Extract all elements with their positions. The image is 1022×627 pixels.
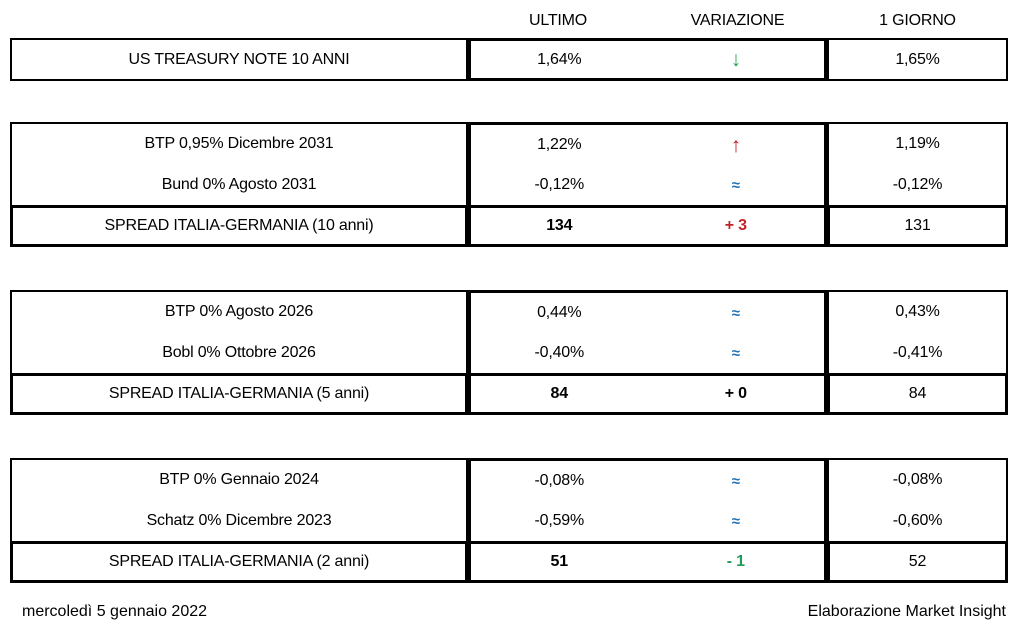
labels-box: BTP 0,95% Dicembre 2031 Bund 0% Agosto 2… xyxy=(10,122,468,205)
spread-ultimo-value: 134 xyxy=(546,217,573,234)
table-row: 1,22% ↑ xyxy=(471,125,824,165)
table-row: -0,08% ≈ xyxy=(471,461,824,501)
spread-label: SPREAD ITALIA-GERMANIA (5 anni) xyxy=(10,373,468,415)
ultimo-value: 0,44% xyxy=(537,304,582,321)
giorno-value: -0,08% xyxy=(892,471,943,489)
trend-flat-icon: ≈ xyxy=(731,176,740,194)
us-treasury-row: US TREASURY NOTE 10 ANNI 1,64% ↓ 1,65% xyxy=(10,38,1008,81)
spread-ultimo-value: 84 xyxy=(550,385,569,402)
giorno-box: 0,43% -0,41% xyxy=(827,290,1008,373)
trend-down-icon: ↓ xyxy=(730,48,742,71)
bond-group-5y: BTP 0% Agosto 2026 Bobl 0% Ottobre 2026 … xyxy=(10,290,1008,415)
table-row: 0,44% ≈ xyxy=(471,293,824,333)
instrument-label: Schatz 0% Dicembre 2023 xyxy=(146,511,332,529)
values-box: -0,08% ≈ -0,59% ≈ 51 - 1 xyxy=(468,458,827,583)
instrument-label: BTP 0% Gennaio 2024 xyxy=(159,471,319,489)
spread-giorno-value: 84 xyxy=(827,373,1008,415)
instrument-label: BTP 0,95% Dicembre 2031 xyxy=(144,135,334,153)
giorno-value: 1,19% xyxy=(895,135,940,153)
spread-row: 134 + 3 xyxy=(471,205,824,244)
values-box: 0,44% ≈ -0,40% ≈ 84 + 0 xyxy=(468,290,827,415)
spread-label: SPREAD ITALIA-GERMANIA (2 anni) xyxy=(10,541,468,583)
trend-flat-icon: ≈ xyxy=(731,512,740,530)
instrument-label: US TREASURY NOTE 10 ANNI xyxy=(10,38,468,81)
table-row: -0,59% ≈ xyxy=(471,501,824,541)
report-credit: Elaborazione Market Insight xyxy=(807,603,1006,620)
ultimo-value: -0,40% xyxy=(534,344,585,361)
column-headers: ULTIMO VARIAZIONE 1 GIORNO xyxy=(10,6,1008,36)
values-box: 1,22% ↑ -0,12% ≈ 134 + 3 xyxy=(468,122,827,247)
trend-flat-icon: ≈ xyxy=(731,472,740,490)
ultimo-value: -0,12% xyxy=(534,176,585,193)
header-1-giorno: 1 GIORNO xyxy=(879,12,956,29)
instrument-label: BTP 0% Agosto 2026 xyxy=(164,303,314,321)
bond-group-10y: BTP 0,95% Dicembre 2031 Bund 0% Agosto 2… xyxy=(10,122,1008,247)
giorno-box: -0,08% -0,60% xyxy=(827,458,1008,541)
spread-giorno-value: 131 xyxy=(827,205,1008,247)
instrument-label: Bund 0% Agosto 2031 xyxy=(161,175,317,193)
giorno-value: -0,12% xyxy=(892,175,943,193)
giorno-value: 0,43% xyxy=(895,303,940,321)
spread-variazione-value: - 1 xyxy=(726,553,745,570)
labels-box: BTP 0% Agosto 2026 Bobl 0% Ottobre 2026 xyxy=(10,290,468,373)
header-variazione: VARIAZIONE xyxy=(690,12,785,29)
ultimo-value: -0,08% xyxy=(534,472,585,489)
trend-flat-icon: ≈ xyxy=(731,304,740,322)
giorno-box: 1,19% -0,12% xyxy=(827,122,1008,205)
ultimo-value: 1,64% xyxy=(537,50,582,68)
spread-variazione-value: + 3 xyxy=(724,217,747,234)
giorno-value: 1,65% xyxy=(827,38,1008,81)
giorno-value: -0,41% xyxy=(892,343,943,361)
spread-variazione-value: + 0 xyxy=(724,385,747,402)
report-date: mercoledì 5 gennaio 2022 xyxy=(22,603,208,620)
header-ultimo: ULTIMO xyxy=(528,12,588,29)
bond-group-2y: BTP 0% Gennaio 2024 Schatz 0% Dicembre 2… xyxy=(10,458,1008,583)
spread-giorno-value: 52 xyxy=(827,541,1008,583)
table-row: -0,40% ≈ xyxy=(471,333,824,373)
spread-row: 84 + 0 xyxy=(471,373,824,412)
table-row: -0,12% ≈ xyxy=(471,165,824,205)
header-spacer xyxy=(10,6,468,36)
spread-ultimo-value: 51 xyxy=(550,553,569,570)
ultimo-value: -0,59% xyxy=(534,512,585,529)
labels-box: BTP 0% Gennaio 2024 Schatz 0% Dicembre 2… xyxy=(10,458,468,541)
ultimo-value: 1,22% xyxy=(537,136,582,153)
giorno-value: -0,60% xyxy=(892,511,943,529)
trend-flat-icon: ≈ xyxy=(731,344,740,362)
spread-row: 51 - 1 xyxy=(471,541,824,580)
treasury-values-box: 1,64% ↓ xyxy=(468,38,827,81)
spread-label: SPREAD ITALIA-GERMANIA (10 anni) xyxy=(10,205,468,247)
instrument-label: Bobl 0% Ottobre 2026 xyxy=(162,343,316,361)
trend-up-icon: ↑ xyxy=(730,133,742,157)
